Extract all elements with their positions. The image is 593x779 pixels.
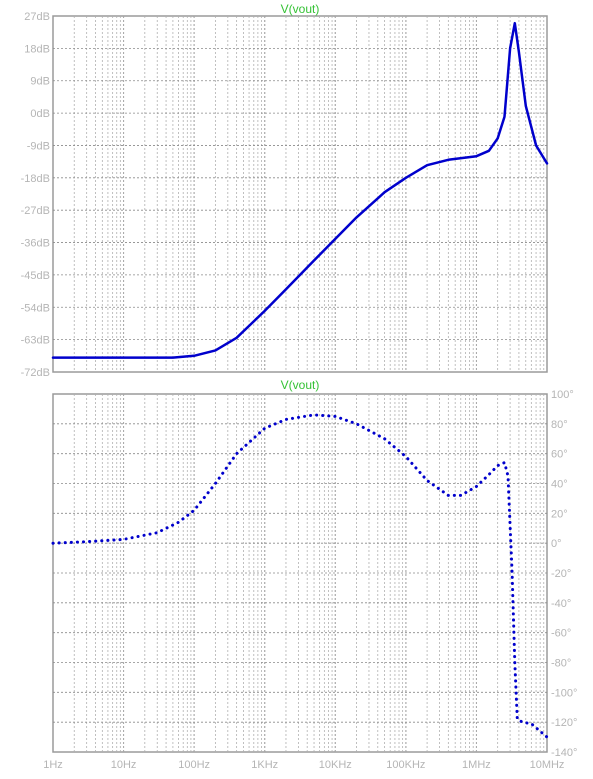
- y-tick-label: -140°: [551, 747, 577, 759]
- y-tick-label: 60°: [551, 449, 568, 461]
- y-tick-label: -18dB: [21, 173, 50, 185]
- phase-y-tick-labels: 100° 80° 60° 40° 20° 0° -20° -40° -60° -80° -100° -…: [551, 389, 577, 759]
- phase-series: [51, 413, 549, 739]
- y-tick-label: -100°: [551, 687, 577, 699]
- x-tick-label: 10Hz: [111, 759, 137, 771]
- x-tick-label: 1MHz: [462, 759, 491, 771]
- y-tick-label: -40°: [551, 598, 571, 610]
- phase-title: V(vout): [281, 378, 320, 392]
- magnitude-series: [51, 21, 549, 359]
- y-tick-label: 20°: [551, 508, 568, 520]
- y-tick-label: 100°: [551, 389, 574, 401]
- frequency-tick-labels: 1Hz 10Hz 100Hz 1KHz 10KHz 100KHz 1MHz 10MHz: [43, 759, 564, 771]
- y-tick-label: -72dB: [21, 367, 50, 379]
- y-tick-label: -80°: [551, 658, 571, 670]
- y-tick-label: 27dB: [24, 11, 50, 23]
- y-tick-label: -120°: [551, 717, 577, 729]
- series-line: [51, 413, 549, 739]
- x-tick-label: 1Hz: [43, 759, 63, 771]
- magnitude-title: V(vout): [281, 2, 320, 16]
- y-tick-label: -20°: [551, 568, 571, 580]
- x-tick-label: 100Hz: [178, 759, 210, 771]
- x-tick-label: 10MHz: [530, 759, 565, 771]
- x-tick-label: 10KHz: [319, 759, 352, 771]
- y-tick-label: 18dB: [24, 43, 50, 55]
- x-tick-label: 100KHz: [386, 759, 425, 771]
- y-tick-label: -9dB: [27, 140, 50, 152]
- y-tick-label: -45dB: [21, 270, 50, 282]
- y-tick-label: 9dB: [30, 76, 50, 88]
- y-tick-label: 0°: [551, 538, 562, 550]
- y-tick-label: 40°: [551, 479, 568, 491]
- y-tick-label: 80°: [551, 419, 568, 431]
- y-tick-label: -27dB: [21, 205, 50, 217]
- phase-panel: 100° 80° 60° 40° 20° 0° -20° -40° -60° -80° -100° -…: [43, 378, 577, 771]
- y-tick-label: -60°: [551, 628, 571, 640]
- series-line: [51, 21, 549, 359]
- x-tick-label: 1KHz: [251, 759, 278, 771]
- phase-frame: [52, 393, 548, 753]
- y-tick-label: 0dB: [30, 108, 50, 120]
- y-tick-label: -54dB: [21, 302, 50, 314]
- magnitude-frame: [52, 15, 548, 373]
- y-tick-label: -63dB: [21, 335, 50, 347]
- magnitude-panel: 27dB 18dB 9dB 0dB -9dB -18dB -27dB -36dB -45dB -5…: [21, 2, 549, 379]
- y-tick-label: -36dB: [21, 238, 50, 250]
- magnitude-y-tick-labels: 27dB 18dB 9dB 0dB -9dB -18dB -27dB -36dB -45dB -5…: [21, 11, 50, 379]
